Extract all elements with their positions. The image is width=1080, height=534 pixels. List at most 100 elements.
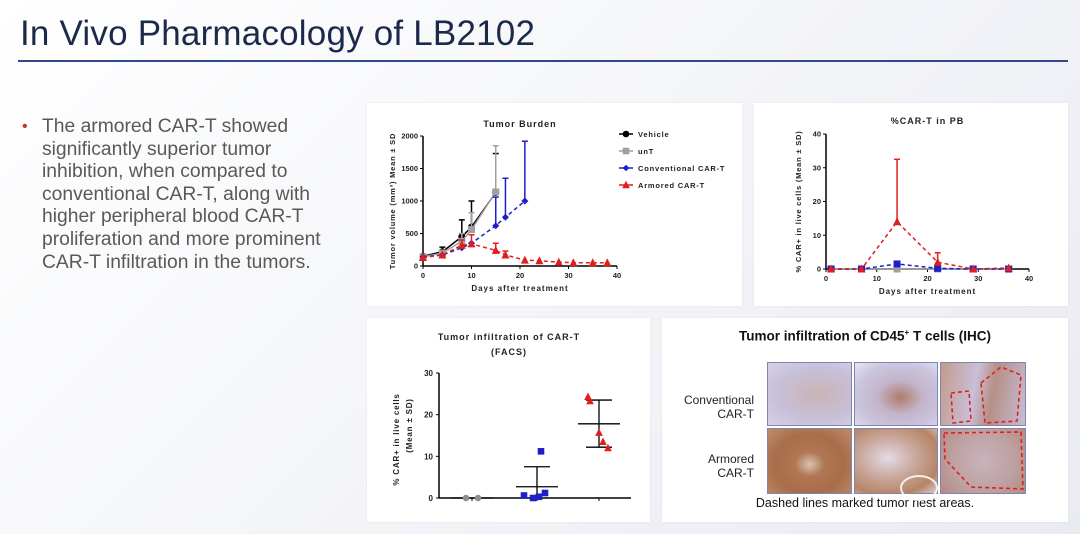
legend-label: Armored CAR-T	[638, 181, 705, 190]
data-point	[492, 222, 500, 230]
data-point	[604, 443, 612, 452]
x-tick-label: 30	[974, 274, 982, 283]
data-point	[501, 250, 510, 259]
row-label-armored: Armored CAR-T	[707, 452, 754, 480]
watermark-wechat-icon	[900, 475, 938, 501]
data-point	[468, 226, 475, 234]
data-point	[457, 240, 466, 249]
data-point	[419, 253, 427, 262]
title-divider	[18, 60, 1068, 62]
data-point	[521, 197, 529, 205]
data-point	[893, 260, 901, 268]
data-point	[438, 250, 447, 259]
y-axis-label: Tumor volume (mm³) Mean ± SD	[388, 133, 397, 269]
chart-title: Tumor infiltration of CAR-T	[438, 332, 580, 342]
data-point	[541, 489, 549, 497]
data-point	[893, 265, 901, 273]
ihc-image-conventional-low	[767, 362, 852, 426]
data-point	[827, 264, 836, 273]
data-point	[622, 180, 630, 189]
y-tick-label: 10	[813, 231, 821, 240]
facs-panel: Tumor infiltration of CAR-T (FACS) 0 10 20 30…	[367, 318, 650, 522]
y-tick-label: 0	[414, 262, 418, 271]
y-tick-label: 10	[424, 452, 433, 461]
legend-label: unT	[638, 147, 654, 156]
series-line	[831, 263, 1009, 270]
y-axis-label: % CAR+ in live cells	[392, 393, 401, 485]
x-tick-label: 0	[824, 274, 828, 283]
data-point	[622, 164, 630, 172]
y-tick-label: 20	[813, 197, 821, 206]
data-point	[969, 264, 978, 273]
series-line	[831, 220, 1009, 270]
ihc-title: Tumor infiltration of CD45+ T cells (IHC…	[739, 328, 991, 344]
data-point	[588, 258, 597, 267]
data-point	[1004, 263, 1013, 272]
x-tick-label: 20	[923, 274, 931, 283]
data-point	[934, 264, 942, 272]
data-point	[622, 130, 630, 138]
data-point	[474, 494, 482, 502]
y-tick-label: 30	[813, 163, 821, 172]
data-point	[603, 258, 612, 267]
x-tick-label: 40	[613, 271, 621, 280]
tumor-burden-chart: Tumor Burden 0 10 20 30 40 0 500 1000 1500 2000 Day…	[388, 119, 725, 293]
data-point	[520, 255, 529, 264]
y-axis-label-2: (Mean ± SD)	[405, 398, 414, 453]
ihc-image-armored-low	[767, 428, 852, 494]
data-point	[595, 428, 603, 436]
y-tick-label: 2000	[401, 132, 418, 141]
ihc-image-conventional-high	[940, 362, 1026, 426]
row-label-conventional: Conventional CAR-T	[683, 393, 754, 421]
x-tick-label: 20	[516, 271, 524, 280]
chart-title: %CAR-T in PB	[891, 116, 965, 126]
chart-subtitle: (FACS)	[491, 347, 527, 357]
x-tick-label: 40	[1025, 274, 1033, 283]
chart-title: Tumor Burden	[483, 119, 556, 129]
bullet-dot-icon: •	[22, 118, 28, 135]
ihc-caption: Dashed lines marked tumor nest areas.	[755, 496, 975, 510]
bullet-point: • The armored CAR-T showed significantly…	[22, 116, 322, 274]
data-point	[535, 256, 544, 265]
x-tick-label: 10	[873, 274, 881, 283]
data-point	[501, 213, 509, 221]
data-point	[467, 239, 476, 248]
y-tick-label: 0	[429, 494, 434, 503]
y-tick-label: 30	[424, 369, 433, 378]
tumor-nest-outline	[943, 431, 1024, 490]
data-point	[537, 448, 545, 455]
facs-chart: Tumor infiltration of CAR-T (FACS) 0 10 20 30…	[392, 332, 631, 503]
y-tick-label: 0	[817, 265, 821, 274]
data-point	[933, 257, 942, 266]
slide-title: In Vivo Pharmacology of LB2102	[20, 14, 536, 53]
series-line	[422, 243, 608, 264]
data-point	[492, 188, 500, 196]
x-axis-label: Days after treatment	[879, 287, 976, 296]
tumor-burden-panel: Tumor Burden 0 10 20 30 40 0 500 1000 1500 2000 Day…	[367, 103, 742, 306]
legend-label: Conventional CAR-T	[638, 164, 725, 173]
y-tick-label: 500	[405, 229, 418, 238]
data-point	[622, 147, 630, 155]
car-t-pb-panel: %CAR-T in PB 0 10 20 30 40 0 10 20 30 40 Days after…	[754, 103, 1068, 306]
data-point	[535, 493, 543, 501]
data-point	[491, 245, 500, 254]
x-tick-label: 30	[564, 271, 572, 280]
y-tick-label: 1500	[401, 164, 418, 173]
data-point	[529, 494, 537, 502]
data-point	[569, 258, 578, 267]
data-point	[554, 257, 563, 266]
y-axis-label: % CAR+ in live cells (Mean ± SD)	[794, 130, 803, 272]
ihc-image-conventional-mid	[854, 362, 938, 426]
x-tick-label: 10	[467, 271, 475, 280]
legend-label: Vehicle	[638, 130, 669, 139]
car-t-pb-chart: %CAR-T in PB 0 10 20 30 40 0 10 20 30 40 Days after…	[794, 116, 1033, 296]
ihc-image-armored-high	[940, 428, 1026, 494]
data-point	[462, 494, 470, 502]
tumor-nest-outline	[950, 366, 1022, 424]
y-tick-label: 20	[424, 411, 433, 420]
data-point	[586, 396, 594, 405]
y-tick-label: 40	[813, 130, 821, 139]
data-point	[599, 437, 607, 446]
x-axis-label: Days after treatment	[471, 284, 568, 293]
x-tick-label: 0	[421, 271, 425, 280]
